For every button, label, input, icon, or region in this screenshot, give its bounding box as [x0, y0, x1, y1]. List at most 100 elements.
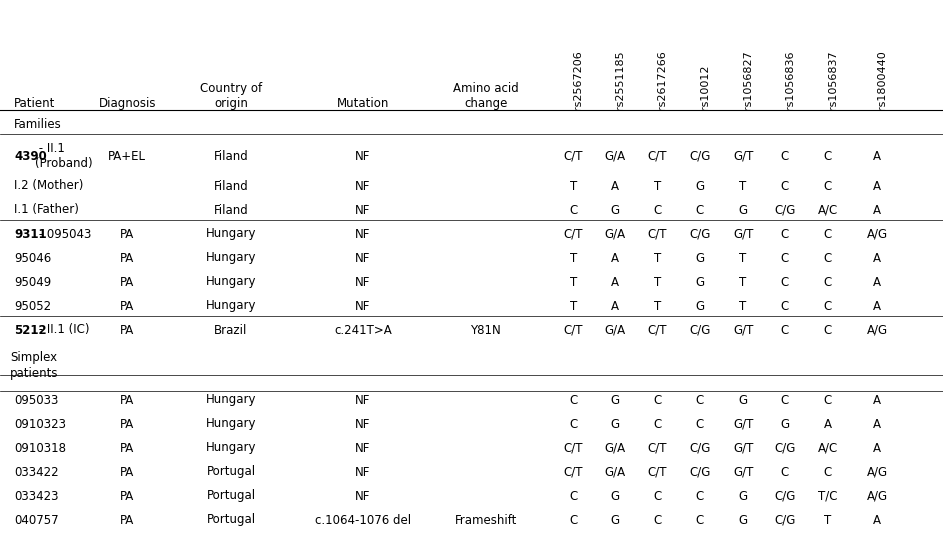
- Text: C/T: C/T: [564, 441, 583, 455]
- Text: c.1064-1076 del: c.1064-1076 del: [315, 514, 411, 526]
- Text: C/G: C/G: [689, 227, 710, 241]
- Text: 4390: 4390: [14, 149, 47, 163]
- Text: A: A: [611, 300, 619, 312]
- Text: NF: NF: [356, 441, 371, 455]
- Text: G: G: [610, 203, 620, 217]
- Text: C: C: [781, 300, 788, 312]
- Text: 033422: 033422: [14, 465, 58, 478]
- Text: NF: NF: [356, 417, 371, 431]
- Text: Portugal: Portugal: [207, 490, 256, 502]
- Text: G/A: G/A: [604, 465, 625, 478]
- Text: Diagnosis: Diagnosis: [99, 97, 156, 110]
- Text: T: T: [824, 514, 832, 526]
- Text: C/T: C/T: [648, 149, 667, 163]
- Text: Portugal: Portugal: [207, 514, 256, 526]
- Text: C: C: [653, 490, 661, 502]
- Text: Filand: Filand: [214, 180, 248, 193]
- Text: G/T: G/T: [733, 441, 753, 455]
- Text: G: G: [738, 203, 748, 217]
- Text: PA: PA: [120, 227, 135, 241]
- Text: Mutation: Mutation: [337, 97, 389, 110]
- Text: C: C: [696, 514, 703, 526]
- Text: Hungary: Hungary: [206, 300, 256, 312]
- Text: PA: PA: [120, 394, 135, 407]
- Text: C/T: C/T: [564, 227, 583, 241]
- Text: C: C: [570, 394, 577, 407]
- Text: 0910323: 0910323: [14, 417, 66, 431]
- Text: NF: NF: [356, 465, 371, 478]
- Text: C/G: C/G: [689, 465, 710, 478]
- Text: C/G: C/G: [774, 514, 795, 526]
- Text: A: A: [873, 276, 881, 288]
- Text: rs2551185: rs2551185: [615, 50, 625, 110]
- Text: G: G: [695, 251, 704, 264]
- Text: C/T: C/T: [648, 227, 667, 241]
- Text: C: C: [781, 227, 788, 241]
- Text: Frameshift: Frameshift: [455, 514, 517, 526]
- Text: G: G: [610, 514, 620, 526]
- Text: G: G: [610, 490, 620, 502]
- Text: G: G: [780, 417, 789, 431]
- Text: I.2 (Mother): I.2 (Mother): [14, 180, 84, 193]
- Text: NF: NF: [356, 490, 371, 502]
- Text: NF: NF: [356, 300, 371, 312]
- Text: NF: NF: [356, 180, 371, 193]
- Text: C/G: C/G: [774, 203, 795, 217]
- Text: A: A: [873, 417, 881, 431]
- Text: C/T: C/T: [648, 441, 667, 455]
- Text: rs1056836: rs1056836: [785, 50, 795, 110]
- Text: PA: PA: [120, 490, 135, 502]
- Text: PA: PA: [120, 465, 135, 478]
- Text: rs10012: rs10012: [700, 65, 710, 110]
- Text: PA: PA: [120, 514, 135, 526]
- Text: 040757: 040757: [14, 514, 58, 526]
- Text: A/G: A/G: [867, 227, 887, 241]
- Text: G/A: G/A: [604, 149, 625, 163]
- Text: G: G: [610, 417, 620, 431]
- Text: NF: NF: [356, 276, 371, 288]
- Text: C: C: [824, 394, 832, 407]
- Text: rs2567206: rs2567206: [573, 50, 584, 110]
- Text: C: C: [570, 417, 577, 431]
- Text: A: A: [873, 300, 881, 312]
- Text: 095033: 095033: [14, 394, 58, 407]
- Text: C: C: [696, 394, 703, 407]
- Text: rs1056827: rs1056827: [743, 50, 753, 110]
- Text: T: T: [653, 276, 661, 288]
- Text: C/T: C/T: [648, 465, 667, 478]
- Text: rs2617266: rs2617266: [657, 50, 668, 110]
- Text: 033423: 033423: [14, 490, 58, 502]
- Text: C: C: [781, 276, 788, 288]
- Text: C/G: C/G: [774, 490, 795, 502]
- Text: NF: NF: [356, 394, 371, 407]
- Text: C: C: [824, 251, 832, 264]
- Text: C: C: [824, 149, 832, 163]
- Text: T: T: [739, 251, 747, 264]
- Text: C: C: [781, 324, 788, 337]
- Text: C/T: C/T: [564, 324, 583, 337]
- Text: G: G: [610, 394, 620, 407]
- Text: Hungary: Hungary: [206, 227, 256, 241]
- Text: Y81N: Y81N: [471, 324, 501, 337]
- Text: T: T: [570, 251, 577, 264]
- Text: A: A: [824, 417, 832, 431]
- Text: T: T: [739, 276, 747, 288]
- Text: G: G: [738, 394, 748, 407]
- Text: PA: PA: [120, 441, 135, 455]
- Text: A/C: A/C: [818, 203, 838, 217]
- Text: T: T: [739, 180, 747, 193]
- Text: G: G: [695, 300, 704, 312]
- Text: C: C: [570, 514, 577, 526]
- Text: A: A: [873, 203, 881, 217]
- Text: C: C: [781, 394, 788, 407]
- Text: G/T: G/T: [733, 324, 753, 337]
- Text: 95052: 95052: [14, 300, 51, 312]
- Text: C/G: C/G: [689, 324, 710, 337]
- Text: G/T: G/T: [733, 417, 753, 431]
- Text: - 095043: - 095043: [35, 227, 91, 241]
- Text: G/A: G/A: [604, 227, 625, 241]
- Text: PA+EL: PA+EL: [108, 149, 146, 163]
- Text: C: C: [824, 276, 832, 288]
- Text: Hungary: Hungary: [206, 251, 256, 264]
- Text: T: T: [653, 300, 661, 312]
